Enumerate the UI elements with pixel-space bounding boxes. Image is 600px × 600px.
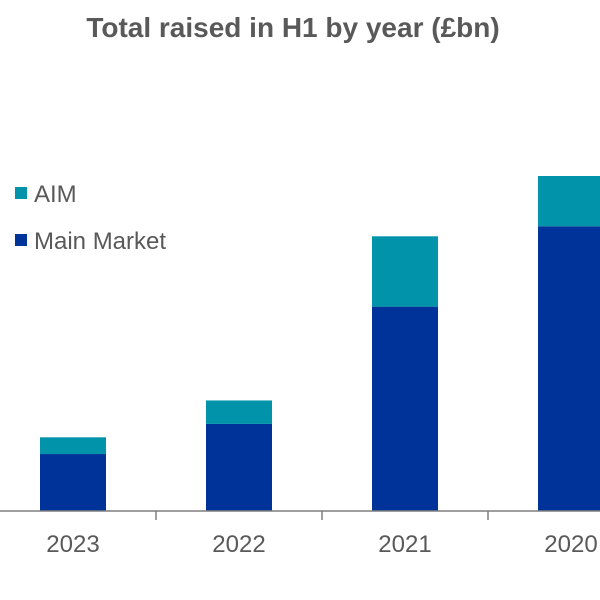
bar-aim-2023 [40, 437, 106, 455]
bar-main-market-2020 [538, 226, 600, 511]
bars-layer [40, 176, 600, 511]
legend-swatch-aim [15, 187, 27, 199]
bar-aim-2021 [372, 236, 438, 307]
bar-main-market-2022 [206, 423, 272, 511]
x-tick-label-2020: 2020 [544, 531, 597, 558]
x-tick-label-2021: 2021 [378, 531, 431, 558]
x-tick-label-2023: 2023 [46, 531, 99, 558]
legend-label-aim: AIM [34, 181, 77, 208]
legend: AIM Main Market [15, 181, 166, 255]
chart-title: Total raised in H1 by year (£bn) [86, 12, 499, 43]
bar-aim-2020 [538, 176, 600, 227]
legend-label-main-market: Main Market [34, 228, 166, 255]
bar-main-market-2023 [40, 454, 106, 511]
legend-swatch-main-market [15, 234, 27, 246]
x-axis-ticks [155, 511, 489, 520]
x-tick-label-2022: 2022 [212, 531, 265, 558]
bar-aim-2022 [206, 400, 272, 424]
x-axis-labels: 2023 2022 2021 2020 [46, 531, 597, 558]
bar-main-market-2021 [372, 306, 438, 511]
